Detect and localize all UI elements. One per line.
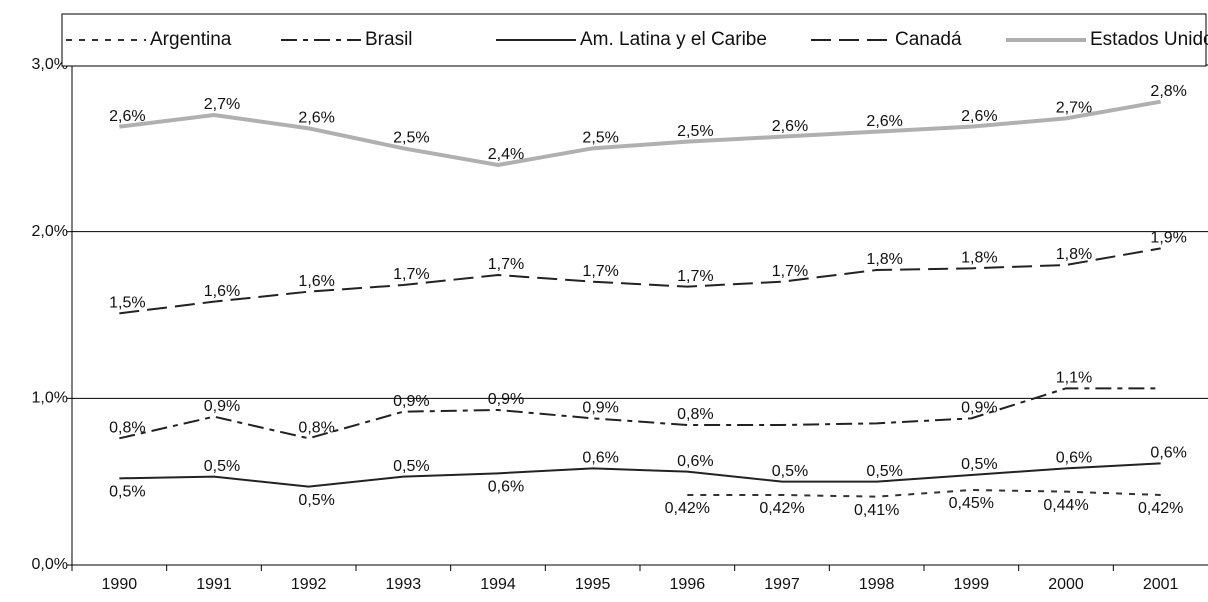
data-label: 0,5% [204, 458, 240, 475]
legend-label: Estados Unidos [1090, 29, 1208, 50]
x-tick-label: 2000 [1048, 576, 1084, 593]
data-label: 0,5% [298, 492, 334, 509]
data-label: 1,1% [1056, 370, 1092, 387]
data-label: 0,44% [1043, 497, 1088, 514]
data-label: 0,9% [393, 393, 429, 410]
y-tick-label: 2,0% [32, 223, 68, 240]
data-label: 0,42% [1138, 500, 1183, 517]
x-tick-label: 1991 [196, 576, 232, 593]
data-label: 2,5% [582, 130, 618, 147]
data-label: 0,42% [759, 500, 804, 517]
data-label: 0,6% [1056, 450, 1092, 467]
series-line [119, 247, 1161, 315]
data-label: 0,6% [582, 450, 618, 467]
data-label: 2,5% [677, 123, 713, 140]
data-label: 0,9% [582, 400, 618, 417]
data-label: 0,9% [961, 400, 997, 417]
data-label: 1,8% [866, 251, 902, 268]
data-label: 0,41% [854, 502, 899, 519]
x-tick-label: 2001 [1143, 576, 1179, 593]
data-label: 0,6% [488, 479, 524, 496]
data-label: 2,6% [772, 118, 808, 135]
data-label: 2,4% [488, 146, 524, 163]
data-label: 2,6% [866, 113, 902, 130]
y-tick-label: 3,0% [32, 56, 68, 73]
x-tick-label: 1997 [764, 576, 800, 593]
data-label: 0,5% [961, 456, 997, 473]
data-label: 2,7% [1056, 100, 1092, 117]
x-tick-label: 1995 [575, 576, 611, 593]
data-label: 2,6% [109, 108, 145, 125]
data-label: 0,45% [949, 495, 994, 512]
data-label: 1,8% [1056, 246, 1092, 263]
data-label: 0,8% [109, 420, 145, 437]
y-tick-label: 0,0% [32, 556, 68, 573]
data-label: 0,8% [677, 406, 713, 423]
data-label: 1,5% [109, 295, 145, 312]
x-tick-label: 1999 [954, 576, 990, 593]
data-label: 0,42% [665, 500, 710, 517]
series-line [119, 387, 1161, 440]
x-tick-label: 1992 [291, 576, 327, 593]
legend-label: Argentina [150, 29, 232, 50]
x-tick-label: 1994 [480, 576, 516, 593]
data-label: 1,7% [772, 263, 808, 280]
data-label: 1,7% [677, 268, 713, 285]
data-label: 0,5% [393, 458, 429, 475]
series-line [119, 99, 1162, 168]
data-label: 1,7% [393, 266, 429, 283]
data-label: 1,6% [204, 283, 240, 300]
data-label: 0,6% [677, 453, 713, 470]
x-tick-label: 1996 [670, 576, 706, 593]
data-label: 0,9% [204, 398, 240, 415]
data-label: 0,5% [109, 484, 145, 501]
data-label: 1,7% [582, 263, 618, 280]
data-label: 0,9% [488, 391, 524, 408]
data-label: 0,6% [1150, 445, 1186, 462]
x-tick-label: 1990 [102, 576, 138, 593]
data-label: 2,7% [204, 96, 240, 113]
data-label: 1,6% [298, 273, 334, 290]
data-label: 0,5% [772, 463, 808, 480]
legend-label: Brasil [365, 29, 413, 50]
data-label: 1,9% [1150, 230, 1186, 247]
data-label: 1,7% [488, 256, 524, 273]
legend-label: Am. Latina y el Caribe [580, 29, 767, 50]
data-label: 2,6% [961, 108, 997, 125]
series-line [687, 488, 1161, 498]
data-label: 2,5% [393, 130, 429, 147]
data-label: 0,5% [866, 463, 902, 480]
legend-label: Canadá [895, 29, 962, 50]
data-label: 2,6% [298, 110, 334, 127]
x-tick-label: 1998 [859, 576, 895, 593]
x-tick-label: 1993 [386, 576, 422, 593]
data-label: 0,8% [298, 420, 334, 437]
data-label: 1,8% [961, 250, 997, 267]
y-tick-label: 1,0% [32, 390, 68, 407]
series-line [119, 462, 1161, 488]
data-label: 2,8% [1150, 83, 1186, 100]
